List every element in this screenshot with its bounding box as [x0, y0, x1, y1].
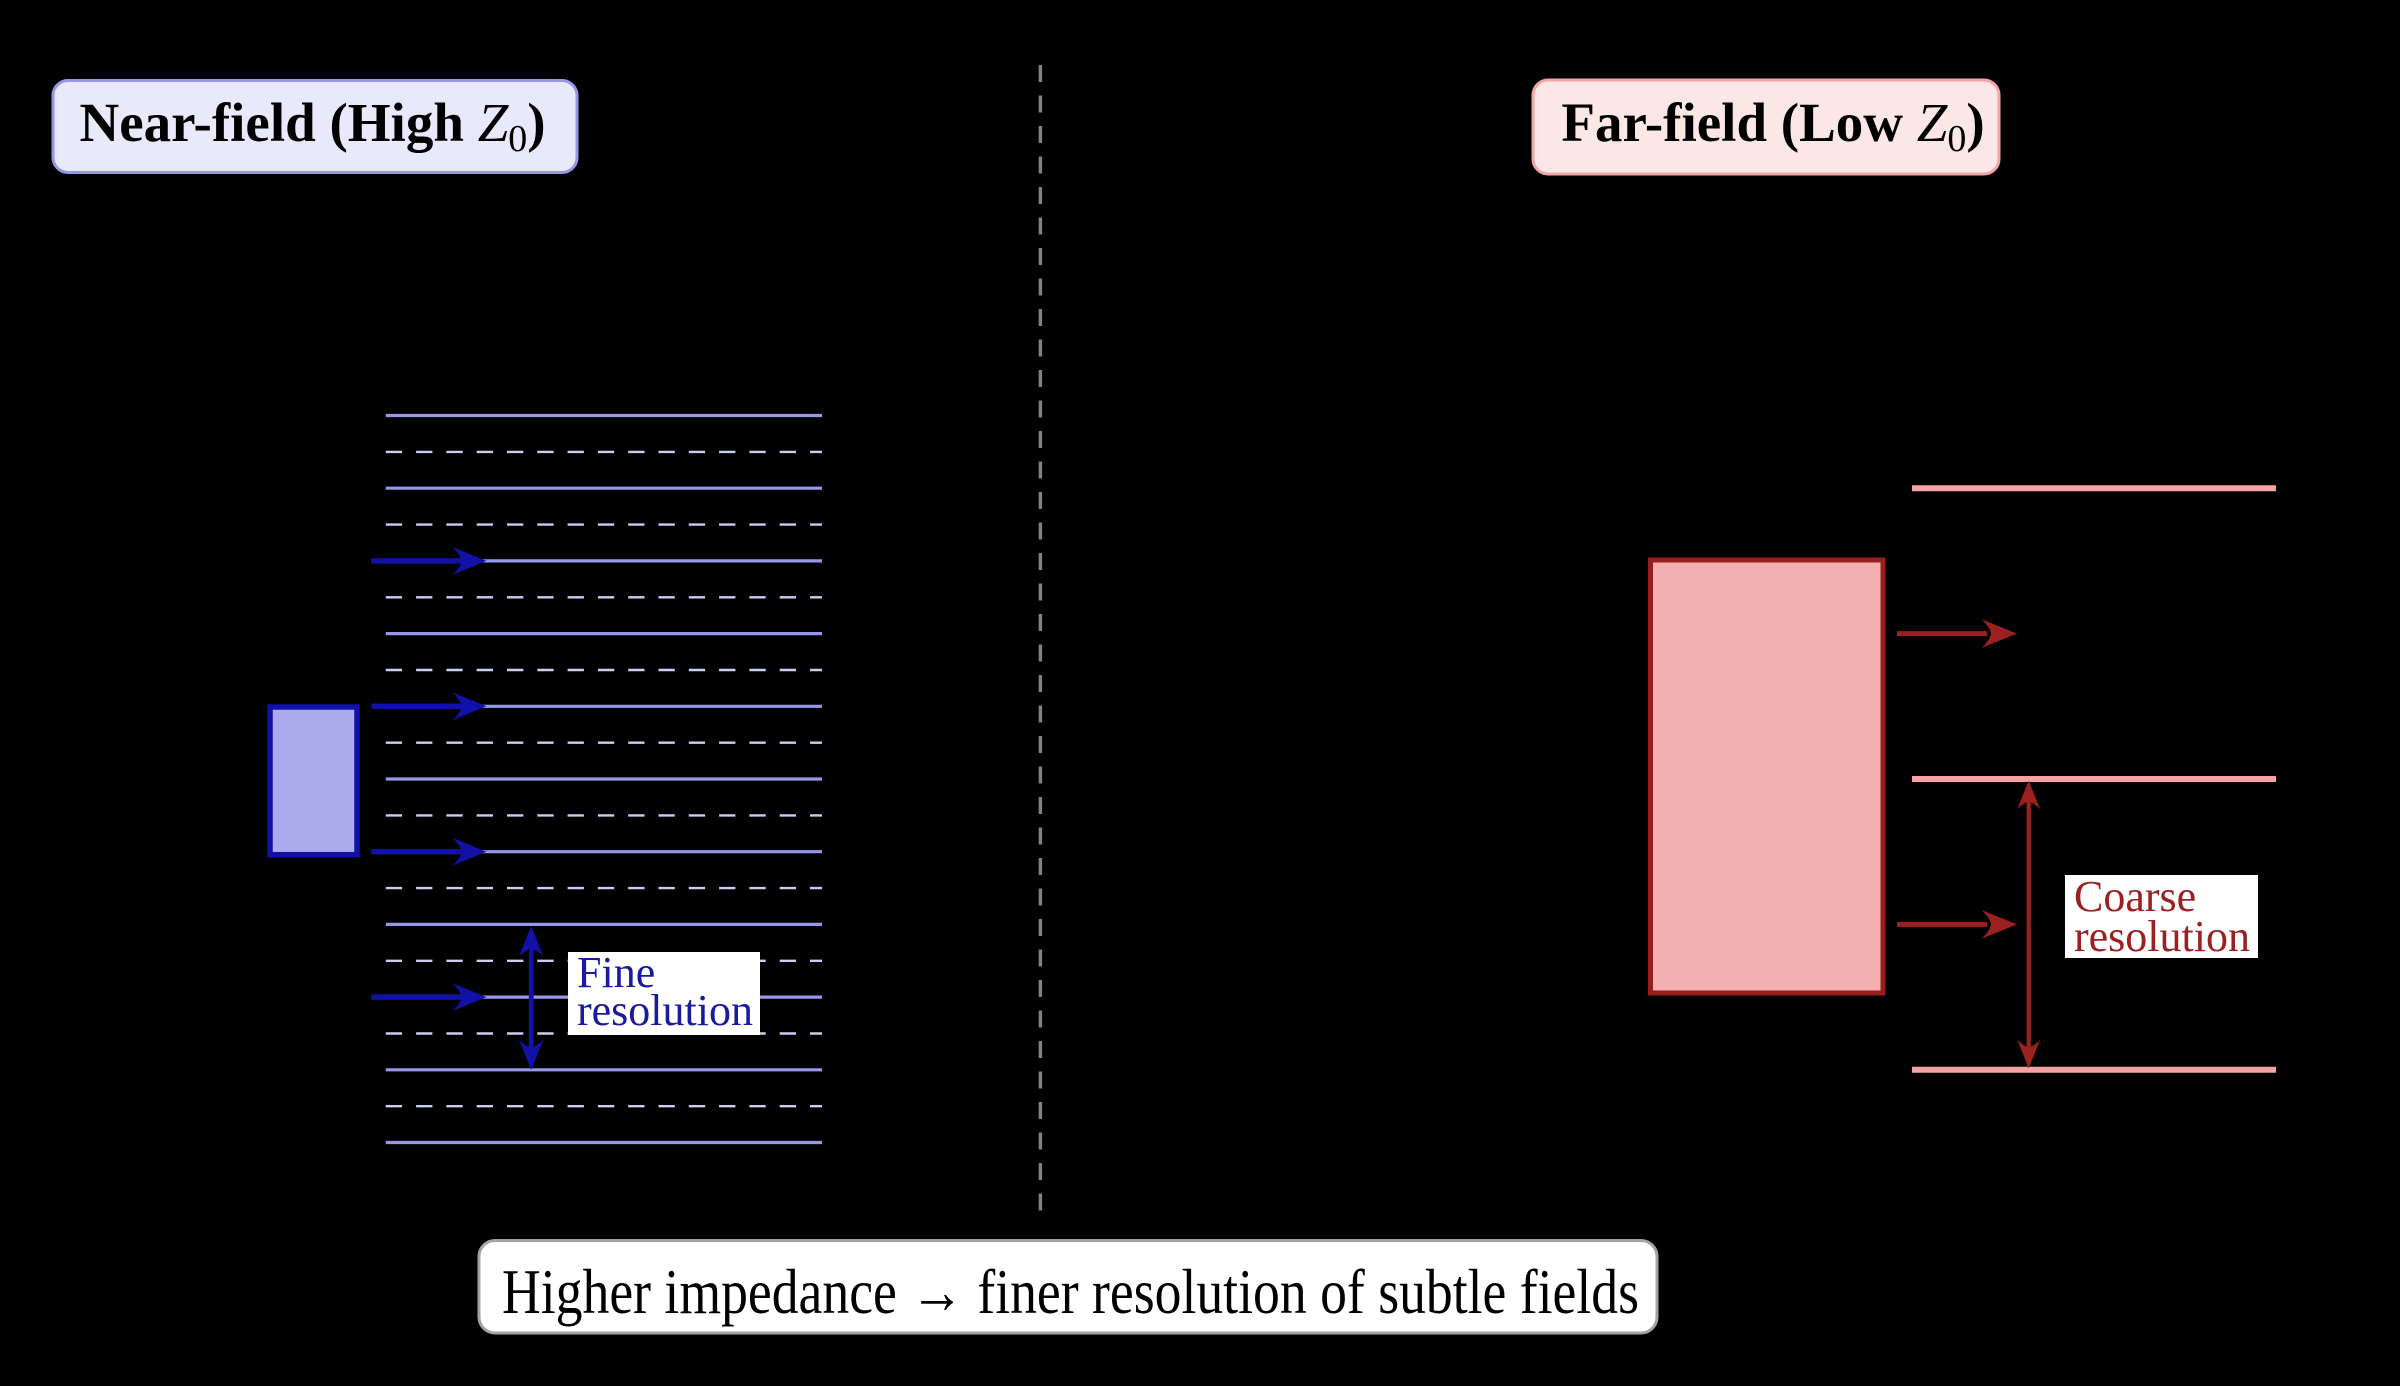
svg-text:): ) — [1966, 92, 1984, 153]
svg-text:resolution: resolution — [2074, 912, 2250, 961]
svg-text:resolution: resolution — [577, 986, 753, 1035]
svg-text:Coarse: Coarse — [2074, 872, 2196, 921]
svg-text:Far-field (Low: Far-field (Low — [1561, 92, 1916, 153]
svg-text:Z: Z — [478, 92, 510, 153]
svg-text:): ) — [527, 92, 545, 153]
svg-text:Z: Z — [1917, 92, 1949, 153]
svg-text:0: 0 — [1947, 118, 1966, 160]
svg-text:Fine: Fine — [577, 948, 655, 997]
svg-text:0: 0 — [508, 118, 527, 160]
svg-text:Higher impedance → finer resol: Higher impedance → finer resolution of s… — [502, 1256, 1639, 1327]
svg-text:Near-field (High: Near-field (High — [80, 92, 478, 153]
